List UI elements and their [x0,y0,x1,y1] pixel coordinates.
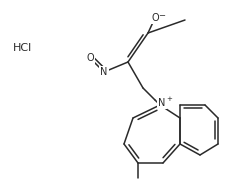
Text: N: N [158,98,166,108]
Text: −: − [159,11,166,21]
Text: O: O [86,53,94,63]
Text: N: N [100,67,108,77]
Text: O: O [151,13,159,23]
Text: +: + [166,96,172,102]
Text: HCl: HCl [13,43,33,53]
